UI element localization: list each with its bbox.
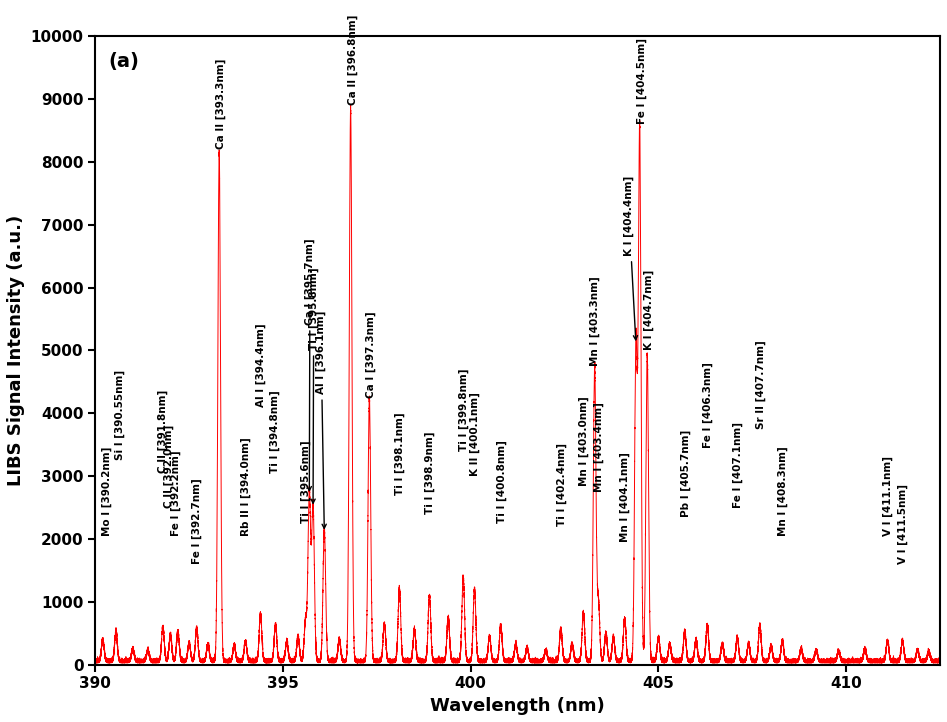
Text: Al I [394.4nm]: Al I [394.4nm] [256,323,266,407]
Text: Ti I [395.6nm]: Ti I [395.6nm] [301,440,312,523]
Text: Ca I [395.7nm]: Ca I [395.7nm] [305,239,315,491]
Text: Fe I [407.1nm]: Fe I [407.1nm] [733,422,743,508]
Text: Ti I [394.8nm]: Ti I [394.8nm] [270,391,280,473]
Text: Mn I [403.4nm]: Mn I [403.4nm] [594,402,604,492]
Text: Mn I [404.1nm]: Mn I [404.1nm] [620,452,631,542]
Text: Ti I [395.8nm]: Ti I [395.8nm] [309,268,319,503]
Text: Mn I [408.3nm]: Mn I [408.3nm] [777,446,788,536]
Text: Ti I [398.9nm]: Ti I [398.9nm] [425,431,436,514]
Text: Ca I [397.3nm]: Ca I [397.3nm] [366,311,376,398]
Text: Fe I [392.2nm]: Fe I [392.2nm] [170,451,181,536]
X-axis label: Wavelength (nm): Wavelength (nm) [430,697,605,715]
Text: Al I [396.1nm]: Al I [396.1nm] [316,311,327,529]
Text: Mn I [403.3nm]: Mn I [403.3nm] [590,277,600,366]
Text: Fe I [406.3nm]: Fe I [406.3nm] [703,362,713,448]
Text: C II [391.8nm]: C II [391.8nm] [157,390,168,473]
Text: Ca II [393.3nm]: Ca II [393.3nm] [216,59,226,149]
Text: Rb II I [394.0nm]: Rb II I [394.0nm] [241,437,251,536]
Text: Ti I [398.1nm]: Ti I [398.1nm] [395,412,405,495]
Text: Fe I [392.7nm]: Fe I [392.7nm] [192,479,203,564]
Text: Ti I [400.8nm]: Ti I [400.8nm] [496,440,507,523]
Y-axis label: LIBS Signal Intensity (a.u.): LIBS Signal Intensity (a.u.) [7,215,25,486]
Text: K I [404.4nm]: K I [404.4nm] [624,176,637,340]
Text: (a): (a) [108,52,139,71]
Text: Pb I [405.7nm]: Pb I [405.7nm] [680,430,690,517]
Text: Mn I [403.0nm]: Mn I [403.0nm] [579,396,589,486]
Text: Mo I [390.2nm]: Mo I [390.2nm] [102,446,113,536]
Text: Ti I [399.8nm]: Ti I [399.8nm] [458,368,469,451]
Text: V I [411.5nm]: V I [411.5nm] [898,484,908,564]
Text: Fe I [404.5nm]: Fe I [404.5nm] [636,38,647,124]
Text: C II [392.0nm]: C II [392.0nm] [164,425,174,508]
Text: Ti I [402.4nm]: Ti I [402.4nm] [556,443,566,526]
Text: V I [411.1nm]: V I [411.1nm] [883,456,893,536]
Text: K I [404.7nm]: K I [404.7nm] [643,270,653,350]
Text: Sr II [407.7nm]: Sr II [407.7nm] [756,340,765,429]
Text: Ca II [396.8nm]: Ca II [396.8nm] [348,15,358,105]
Text: Si I [390.55nm]: Si I [390.55nm] [115,370,125,461]
Text: K II [400.1nm]: K II [400.1nm] [470,392,480,476]
